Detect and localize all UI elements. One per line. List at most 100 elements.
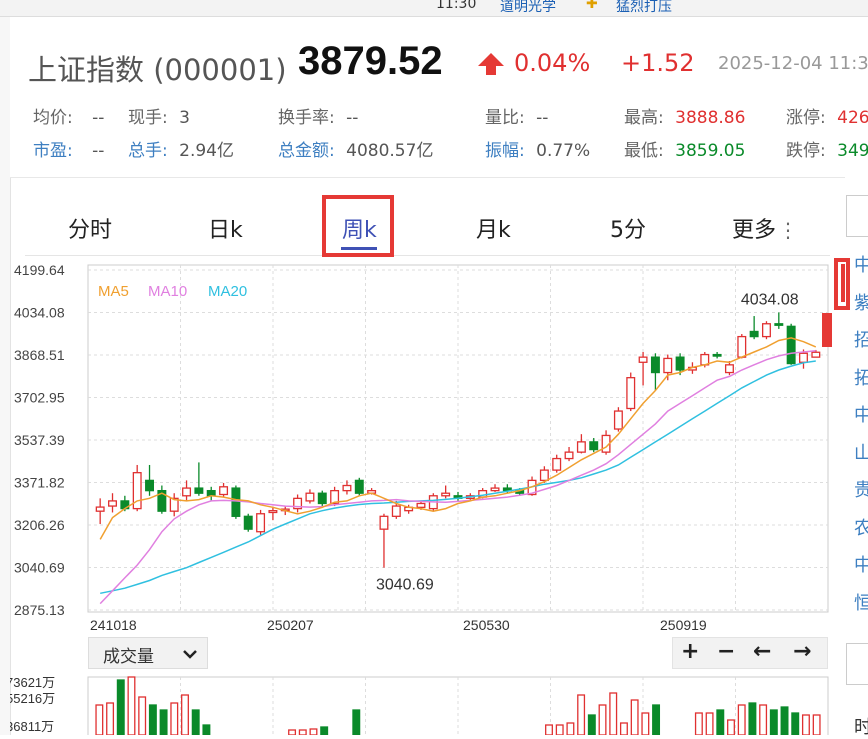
y-tick-label: 3371.82 xyxy=(14,474,65,490)
right-panel-item[interactable]: 中 xyxy=(854,405,868,426)
candle-body xyxy=(256,513,266,533)
more-dots-icon: ⋮ xyxy=(778,218,799,242)
change-absolute: +1.52 xyxy=(621,49,695,77)
pan-left-button[interactable]: ← xyxy=(753,639,772,664)
x-tick-label: 241018 xyxy=(90,617,137,633)
candle-body xyxy=(317,492,327,505)
tab-5min[interactable]: 5分 xyxy=(610,218,646,243)
right-panel-item[interactable]: 恒 xyxy=(854,592,868,614)
candle-body xyxy=(613,410,623,430)
right-panel-item[interactable]: 招 xyxy=(854,330,868,351)
scroll-highlight-bar xyxy=(841,264,845,302)
candle-body xyxy=(268,510,278,514)
volume-bar xyxy=(769,709,778,735)
volume-bar xyxy=(95,704,104,735)
tab-more[interactable]: 更多 ⋮ xyxy=(732,218,799,243)
volume-bar xyxy=(288,729,297,735)
indicator-selector[interactable]: 成交量 xyxy=(88,637,208,669)
right-side-panel: 中紫招拓中山贵农中恒 时 xyxy=(846,195,868,738)
stat-turnover: 换手率: -- xyxy=(278,108,359,128)
right-panel-tab-2[interactable] xyxy=(846,643,868,685)
volume-bar xyxy=(545,724,553,735)
volume-bar xyxy=(598,704,607,735)
up-arrow-icon xyxy=(477,51,505,81)
quote-timestamp: 2025-12-04 11:3 xyxy=(718,53,868,74)
x-tick-label: 250919 xyxy=(660,617,707,633)
index-title: 上证指数 (000001) xyxy=(28,53,287,87)
volume-bar xyxy=(181,694,189,735)
right-panel-tab[interactable] xyxy=(846,195,868,237)
low-annotation: 3040.69 xyxy=(376,577,434,594)
strip-news-2[interactable]: 猛烈打压 xyxy=(616,0,672,15)
top-strip: 11:30 道明光学 ✚ 猛烈打压 xyxy=(0,0,868,17)
volume-bar xyxy=(106,702,115,735)
y-tick-label: 3206.26 xyxy=(14,517,65,533)
candle-body xyxy=(774,323,784,326)
volume-bar xyxy=(309,728,318,735)
candle-body xyxy=(145,479,155,492)
y-tick-label: 4199.64 xyxy=(14,262,65,278)
volume-bar xyxy=(812,714,821,735)
pan-right-button[interactable]: → xyxy=(793,639,812,664)
x-tick-label: 250530 xyxy=(463,617,510,633)
candle-body xyxy=(108,500,117,507)
candle-body xyxy=(737,335,747,358)
stat-total-amount: 总金额: 4080.57亿 xyxy=(278,141,434,161)
tab-week[interactable]: 周k xyxy=(342,218,377,243)
volume-bar xyxy=(170,702,179,735)
tab-day[interactable]: 日k xyxy=(208,218,243,243)
candle-body xyxy=(626,377,636,410)
candle-body xyxy=(724,364,734,374)
volume-bar xyxy=(801,714,810,735)
strip-bag-icon: ✚ xyxy=(586,0,598,12)
candle-body xyxy=(231,487,241,517)
right-panel-item[interactable]: 农 xyxy=(854,517,868,539)
stat-current-lot: 现手: 3 xyxy=(128,108,190,128)
tab-month[interactable]: 月k xyxy=(476,218,511,243)
volume-bar xyxy=(148,704,157,735)
candle-body xyxy=(564,451,574,460)
chevron-down-icon xyxy=(183,644,197,663)
candle-body xyxy=(650,356,660,374)
candle-body xyxy=(539,469,549,482)
candle-body xyxy=(169,497,179,512)
volume-y-tick-label: 55216万 xyxy=(10,691,55,706)
candle-body xyxy=(749,330,759,338)
right-panel-item[interactable]: 中 xyxy=(854,555,868,576)
candle-body xyxy=(576,441,586,453)
tab-minute[interactable]: 分时 xyxy=(68,218,113,243)
volume-bar xyxy=(127,676,136,735)
kline-chart[interactable]: 4199.64 4034.08 3868.51 3702.95 3537.39 3371.… xyxy=(10,258,840,638)
candle-body xyxy=(786,325,796,365)
volume-bar xyxy=(759,704,768,735)
legend-ma10: MA10 xyxy=(148,283,187,300)
candle-body xyxy=(342,484,352,492)
volume-bar xyxy=(202,724,211,735)
right-panel-item[interactable]: 中 xyxy=(854,255,868,276)
candle-body xyxy=(799,352,808,363)
candle-body xyxy=(675,356,685,371)
stat-total-lots: 总手: 2.94亿 xyxy=(128,141,234,161)
candle-body xyxy=(589,441,599,451)
volume-bar xyxy=(566,722,575,735)
y-tick-label: 4034.08 xyxy=(14,304,65,320)
right-panel-item[interactable]: 拓 xyxy=(854,367,868,389)
right-panel-item[interactable]: 山 xyxy=(854,442,868,464)
candle-body xyxy=(194,487,204,494)
change-percent: 0.04% xyxy=(514,49,591,77)
candle-body xyxy=(182,487,192,497)
scrollbar-thumb[interactable] xyxy=(822,313,832,347)
candle-body xyxy=(712,353,722,357)
zoom-in-button[interactable]: + xyxy=(681,639,700,664)
candle-body xyxy=(219,486,229,496)
volume-bar xyxy=(138,696,147,735)
right-panel-item[interactable]: 紫 xyxy=(854,292,868,314)
right-panel-item[interactable]: 贵 xyxy=(854,480,868,501)
candle-body xyxy=(663,357,673,374)
zoom-out-button[interactable]: − xyxy=(717,639,736,664)
volume-y-tick-label: 36811万 xyxy=(10,719,54,734)
volume-bar xyxy=(298,729,307,735)
strip-news-1[interactable]: 道明光学 xyxy=(500,0,556,15)
stat-amplitude: 振幅: 0.77% xyxy=(485,141,591,161)
